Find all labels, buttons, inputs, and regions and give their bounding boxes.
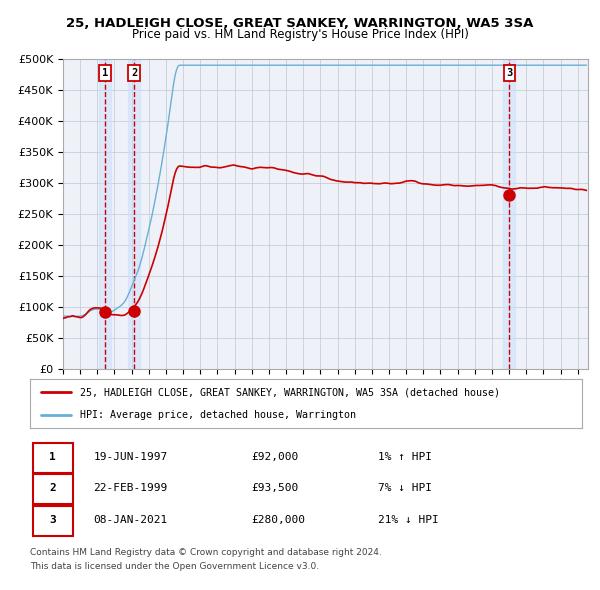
Text: £93,500: £93,500 bbox=[251, 483, 298, 493]
Text: 22-FEB-1999: 22-FEB-1999 bbox=[94, 483, 168, 493]
Text: 2: 2 bbox=[49, 483, 56, 493]
FancyBboxPatch shape bbox=[33, 442, 73, 473]
Text: This data is licensed under the Open Government Licence v3.0.: This data is licensed under the Open Gov… bbox=[30, 562, 319, 571]
Text: 08-JAN-2021: 08-JAN-2021 bbox=[94, 515, 168, 525]
Text: £92,000: £92,000 bbox=[251, 453, 298, 462]
Text: 1: 1 bbox=[49, 453, 56, 462]
Text: 1% ↑ HPI: 1% ↑ HPI bbox=[378, 453, 432, 462]
Text: Contains HM Land Registry data © Crown copyright and database right 2024.: Contains HM Land Registry data © Crown c… bbox=[30, 548, 382, 556]
FancyBboxPatch shape bbox=[33, 474, 73, 504]
Bar bbox=[99, 59, 111, 369]
Bar bbox=[503, 59, 515, 369]
Text: 3: 3 bbox=[506, 68, 512, 78]
FancyBboxPatch shape bbox=[33, 506, 73, 536]
Text: 19-JUN-1997: 19-JUN-1997 bbox=[94, 453, 168, 462]
Bar bbox=[128, 59, 140, 369]
Text: 3: 3 bbox=[49, 515, 56, 525]
Text: 25, HADLEIGH CLOSE, GREAT SANKEY, WARRINGTON, WA5 3SA (detached house): 25, HADLEIGH CLOSE, GREAT SANKEY, WARRIN… bbox=[80, 388, 500, 398]
Text: 25, HADLEIGH CLOSE, GREAT SANKEY, WARRINGTON, WA5 3SA: 25, HADLEIGH CLOSE, GREAT SANKEY, WARRIN… bbox=[67, 17, 533, 30]
Text: 2: 2 bbox=[131, 68, 137, 78]
Text: 7% ↓ HPI: 7% ↓ HPI bbox=[378, 483, 432, 493]
Text: Price paid vs. HM Land Registry's House Price Index (HPI): Price paid vs. HM Land Registry's House … bbox=[131, 28, 469, 41]
Text: £280,000: £280,000 bbox=[251, 515, 305, 525]
Text: 21% ↓ HPI: 21% ↓ HPI bbox=[378, 515, 439, 525]
Text: HPI: Average price, detached house, Warrington: HPI: Average price, detached house, Warr… bbox=[80, 409, 356, 419]
Text: 1: 1 bbox=[102, 68, 109, 78]
